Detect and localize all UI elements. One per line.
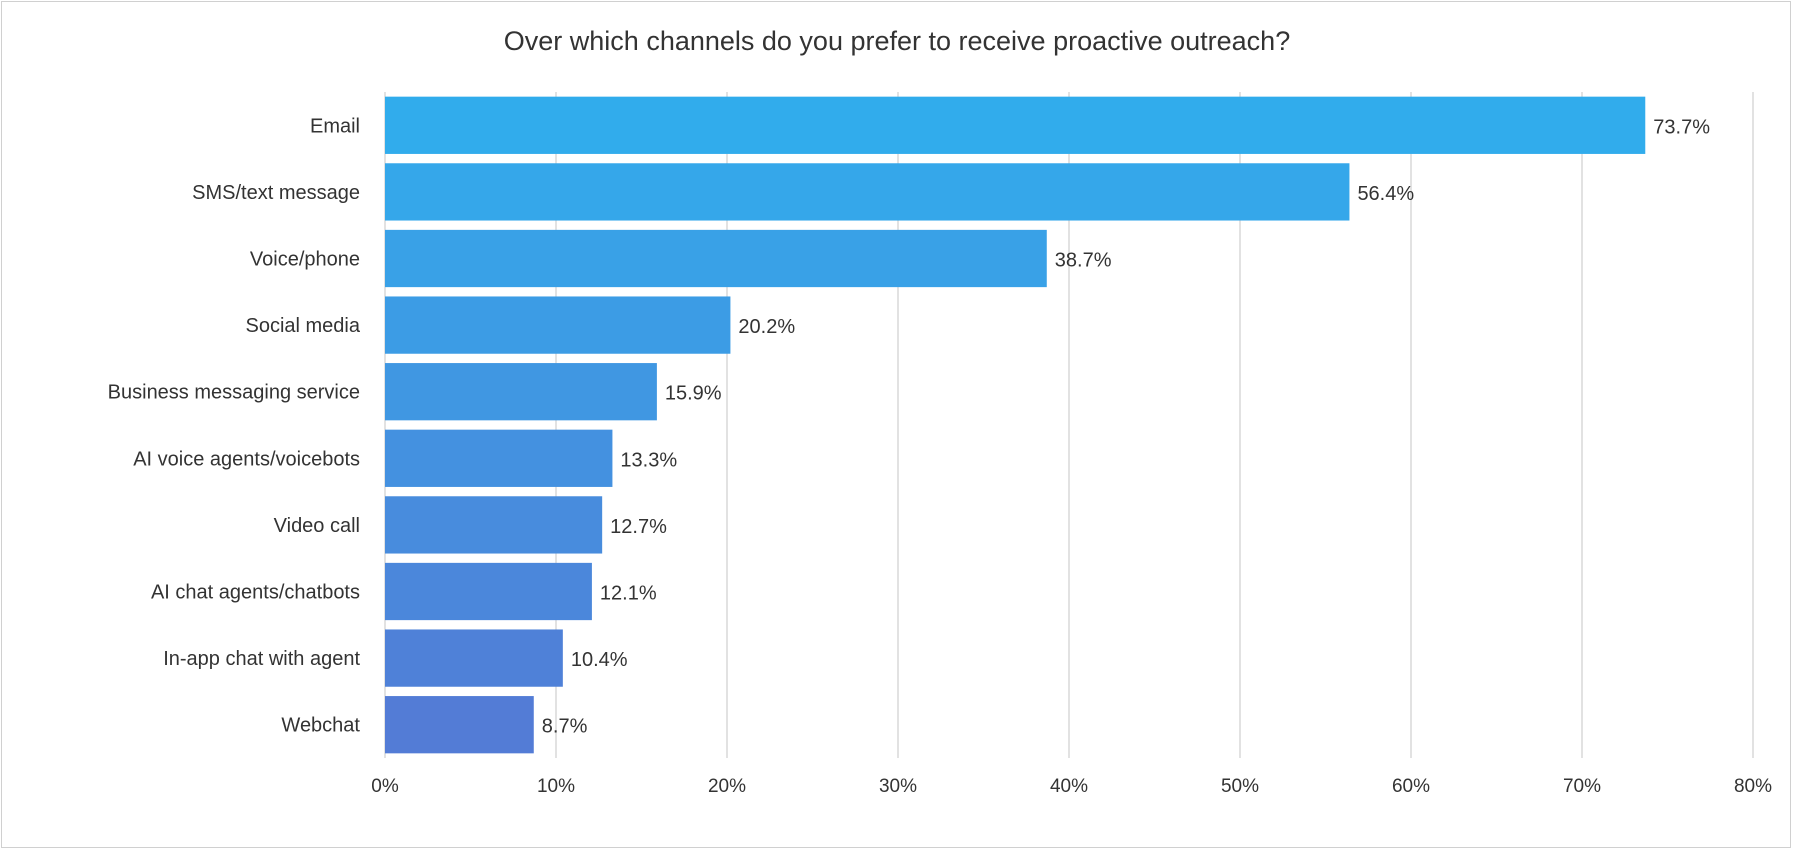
category-label: Social media (245, 315, 360, 337)
bar (385, 363, 657, 421)
x-tick-label: 40% (1050, 776, 1088, 797)
data-label: 73.7% (1653, 116, 1710, 138)
category-label: In-app chat with agent (163, 648, 360, 670)
bar (385, 229, 1047, 288)
category-label: Webchat (281, 715, 360, 737)
x-tick-label: 0% (371, 776, 399, 797)
bar (385, 96, 1646, 154)
x-tick-label: 20% (708, 776, 746, 797)
bar (385, 429, 613, 487)
category-label: AI voice agents/voicebots (133, 448, 360, 470)
x-tick-label: 80% (1734, 776, 1772, 797)
x-tick-label: 30% (879, 776, 917, 797)
data-label: 15.9% (665, 383, 722, 405)
data-label: 56.4% (1357, 183, 1414, 205)
data-label: 20.2% (738, 316, 795, 338)
x-tick-label: 70% (1563, 776, 1601, 797)
category-label: Video call (274, 515, 360, 537)
category-label: Business messaging service (108, 382, 360, 404)
bar (385, 296, 731, 354)
data-label: 13.3% (620, 449, 677, 471)
x-tick-label: 10% (537, 776, 575, 797)
bar (385, 562, 592, 621)
data-label: 12.7% (610, 516, 667, 538)
bar (385, 163, 1350, 221)
chart-title: Over which channels do you prefer to rec… (503, 26, 1291, 56)
category-label: Email (310, 115, 360, 137)
category-label: SMS/text message (192, 182, 360, 204)
data-label: 8.7% (542, 716, 588, 738)
category-label: AI chat agents/chatbots (151, 582, 360, 604)
data-label: 38.7% (1055, 250, 1112, 272)
x-tick-label: 50% (1221, 776, 1259, 797)
x-tick-label: 60% (1392, 776, 1430, 797)
category-label: Voice/phone (250, 249, 360, 271)
bar (385, 496, 603, 554)
bar (385, 629, 563, 687)
bar (385, 696, 534, 754)
data-label: 10.4% (571, 649, 628, 671)
data-label: 12.1% (600, 583, 657, 605)
